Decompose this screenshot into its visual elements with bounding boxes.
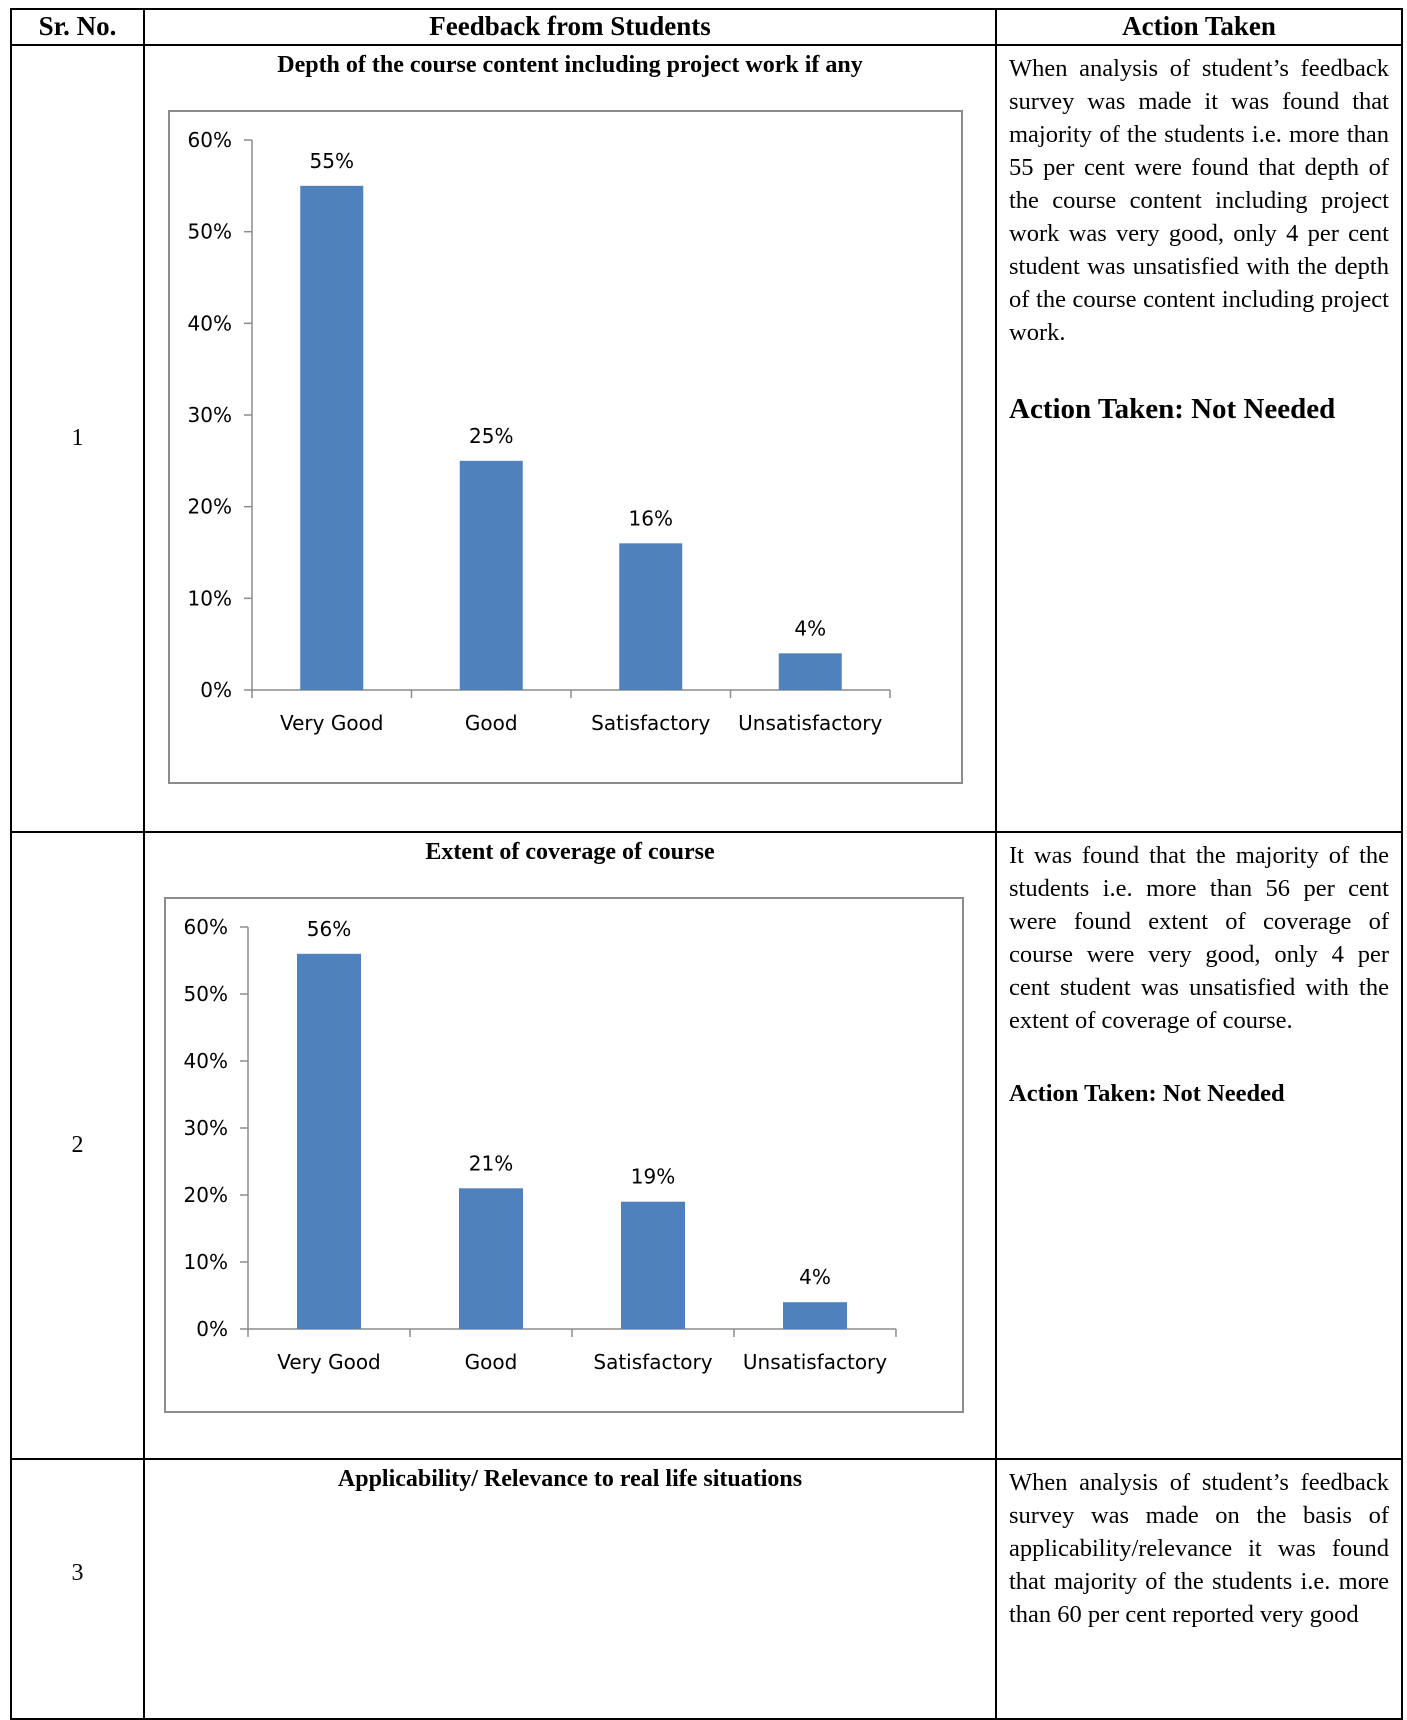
bar-satisfactory: [621, 1201, 685, 1329]
bar-unsatisfactory: [783, 1302, 847, 1329]
feedback-cell: Applicability/ Relevance to real life si…: [143, 1458, 997, 1720]
y-tick-label: 30%: [188, 403, 232, 427]
row-number: 3: [10, 1458, 145, 1720]
chart-title: Applicability/ Relevance to real life si…: [337, 1466, 803, 1492]
y-tick-label: 40%: [184, 1049, 228, 1073]
x-category-label: Satisfactory: [593, 1350, 712, 1374]
y-tick-label: 60%: [188, 128, 232, 152]
bar-good: [459, 1188, 523, 1329]
header-row: Sr. No. Feedback from Students Action Ta…: [10, 8, 1403, 46]
y-tick-label: 20%: [184, 1183, 228, 1207]
y-tick-label: 0%: [196, 1317, 228, 1341]
header-sr-no: Sr. No.: [10, 8, 145, 46]
y-tick-label: 0%: [200, 678, 232, 702]
x-category-label: Satisfactory: [591, 711, 710, 735]
x-category-label: Very Good: [280, 711, 384, 735]
y-tick-label: 20%: [188, 495, 232, 519]
bar-good: [459, 460, 523, 690]
x-category-label: Good: [465, 1350, 518, 1374]
chart-svg: 0% 10% 20% 30% 40% 50% 60% 56% Very Good 21% Good 1…: [184, 915, 897, 1374]
action-description: When analysis of student’s feedback surv…: [1009, 1469, 1389, 1628]
bar-very-good: [300, 185, 364, 690]
chart-svg: 0% 10% 20% 30% 40% 50% 60% 55% Very Good 25% Good 1…: [188, 128, 891, 735]
x-category-label: Unsatisfactory: [738, 711, 882, 735]
action-description: When analysis of student’s feedback surv…: [1009, 55, 1389, 346]
data-label: 55%: [310, 149, 354, 173]
bar-chart-depth: 0% 10% 20% 30% 40% 50% 60% 55% Very Good 25% Good 1…: [168, 110, 963, 784]
y-tick-label: 40%: [188, 311, 232, 335]
y-tick-label: 10%: [184, 1250, 228, 1274]
data-label: 56%: [307, 917, 351, 941]
data-label: 4%: [794, 616, 826, 640]
y-tick-label: 30%: [184, 1116, 228, 1140]
action-cell: It was found that the majority of the st…: [995, 831, 1403, 1460]
row-number-text: 3: [71, 1560, 84, 1586]
feedback-cell: Depth of the course content including pr…: [143, 44, 997, 833]
header-feedback: Feedback from Students: [143, 8, 997, 46]
table-row: 2 Extent of coverage of course 0% 10% 20% 3…: [10, 831, 1403, 1460]
table-row: 1 Depth of the course content including …: [10, 44, 1403, 833]
data-label: 16%: [629, 506, 673, 530]
header-action-taken: Action Taken: [995, 8, 1403, 46]
action-cell: When analysis of student’s feedback surv…: [995, 44, 1403, 833]
action-taken-label: Action Taken: Not Needed: [1009, 1080, 1285, 1107]
data-label: 25%: [469, 424, 513, 448]
x-category-label: Very Good: [277, 1350, 381, 1374]
y-tick-label: 10%: [188, 586, 232, 610]
bar-chart-coverage: 0% 10% 20% 30% 40% 50% 60% 56% Very Good 21% Good 1…: [164, 897, 964, 1413]
feedback-cell: Extent of coverage of course 0% 10% 20% 30%…: [143, 831, 997, 1460]
y-tick-label: 50%: [188, 220, 232, 244]
feedback-table: Sr. No. Feedback from Students Action Ta…: [10, 8, 1403, 1720]
action-taken-label: Action Taken: Not Needed: [1009, 393, 1336, 425]
row-number: 1: [10, 44, 145, 833]
table-row: 3 Applicability/ Relevance to real life …: [10, 1458, 1403, 1720]
x-category-label: Good: [465, 711, 518, 735]
data-label: 4%: [799, 1265, 831, 1289]
row-number: 2: [10, 831, 145, 1460]
action-cell: When analysis of student’s feedback surv…: [995, 1458, 1403, 1720]
bar-very-good: [297, 953, 361, 1329]
bar-unsatisfactory: [778, 653, 842, 690]
data-label: 19%: [631, 1165, 675, 1189]
chart-title: Extent of coverage of course: [425, 839, 715, 865]
y-tick-label: 50%: [184, 982, 228, 1006]
bar-satisfactory: [619, 543, 683, 690]
action-description: It was found that the majority of the st…: [1009, 842, 1389, 1034]
chart-title: Depth of the course content including pr…: [277, 52, 863, 78]
data-label: 21%: [469, 1151, 513, 1175]
x-category-label: Unsatisfactory: [743, 1350, 887, 1374]
y-tick-label: 60%: [184, 915, 228, 939]
